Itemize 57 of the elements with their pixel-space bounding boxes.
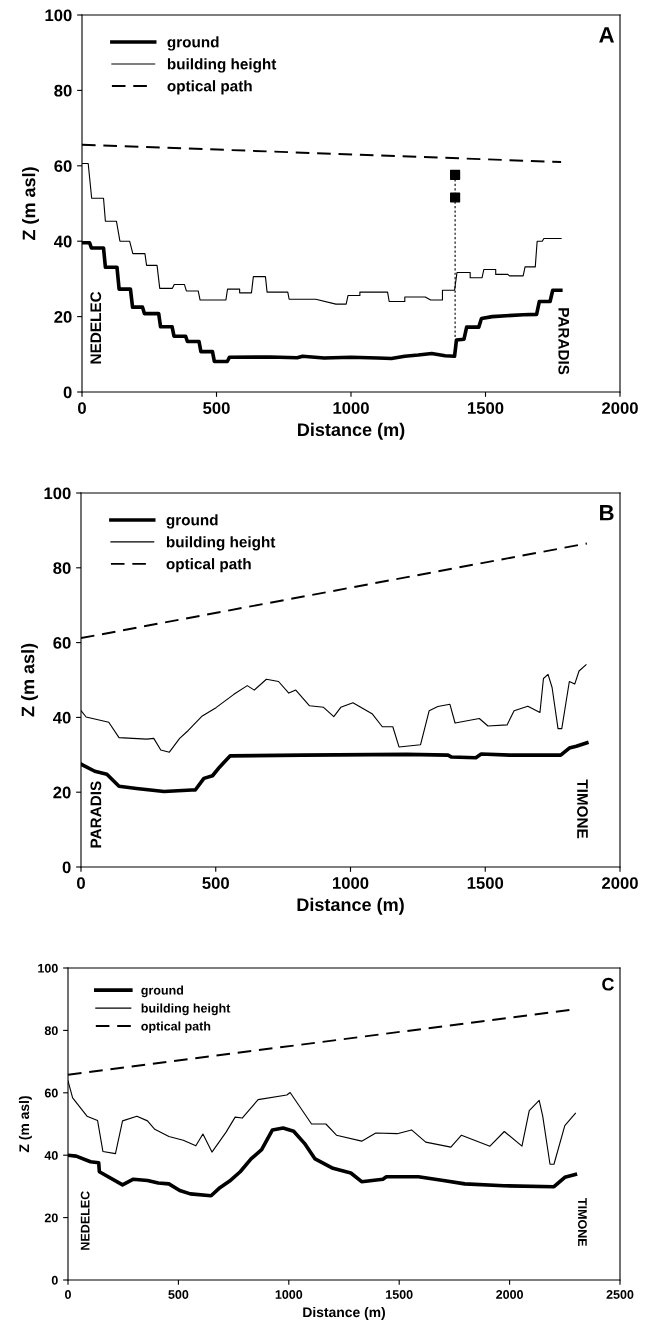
chart-title: C bbox=[602, 977, 614, 991]
y-tick-label: 40 bbox=[52, 711, 71, 724]
y-tick-label: 100 bbox=[44, 487, 71, 500]
y-tick-label: 100 bbox=[38, 963, 58, 973]
legend-label: optical path bbox=[167, 80, 252, 95]
x-tick-label: 1000 bbox=[333, 877, 369, 889]
x-tick-label: 500 bbox=[203, 402, 230, 414]
x-tick-label: 1500 bbox=[386, 1290, 413, 1299]
x-axis-title: Distance (m) bbox=[298, 422, 405, 440]
y-tick-label: 40 bbox=[53, 235, 72, 248]
x-axis-title: Distance (m) bbox=[303, 1306, 385, 1320]
y-tick-label: 100 bbox=[45, 9, 72, 22]
x-tick-label: 0 bbox=[77, 877, 85, 889]
y-axis-title: Z (m asl) bbox=[18, 1096, 32, 1153]
chart-title: B bbox=[600, 505, 614, 521]
x-axis-title: Distance (m) bbox=[297, 897, 404, 915]
x-tick-label: 500 bbox=[202, 877, 229, 889]
x-tick-label: 1500 bbox=[467, 877, 504, 889]
x-tick-label: 2000 bbox=[602, 402, 638, 414]
y-tick-label: 60 bbox=[54, 160, 72, 172]
y-tick-label: 60 bbox=[53, 637, 71, 649]
x-tick-label: 1000 bbox=[333, 402, 369, 414]
y-tick-label: 40 bbox=[44, 1151, 58, 1160]
legend-label: building height bbox=[166, 536, 276, 551]
legend-label: building height bbox=[141, 1003, 231, 1016]
y-tick-label: 20 bbox=[44, 1213, 58, 1223]
legend-label: building height bbox=[167, 58, 277, 73]
x-tick-label: 500 bbox=[168, 1290, 189, 1299]
annotation: TIMONE bbox=[577, 779, 588, 839]
x-tick-label: 2000 bbox=[496, 1290, 523, 1299]
annotation: PARADIS bbox=[90, 781, 102, 848]
y-tick-label: 80 bbox=[53, 562, 71, 574]
annotation: TIMONE bbox=[578, 1198, 587, 1247]
x-tick-label: 2500 bbox=[606, 1290, 634, 1299]
annotation: PARADIS bbox=[558, 308, 570, 375]
legend-label: ground bbox=[166, 514, 218, 529]
y-tick-label: 80 bbox=[44, 1026, 58, 1036]
annotation: NEDELEC bbox=[90, 291, 102, 364]
x-tick-label: 1500 bbox=[468, 402, 504, 414]
y-tick-label: 0 bbox=[51, 1275, 58, 1285]
legend-label: ground bbox=[141, 985, 184, 998]
x-tick-label: 1000 bbox=[275, 1290, 303, 1299]
legend-label: ground bbox=[167, 36, 219, 51]
annotation: NEDELEC bbox=[80, 1191, 90, 1250]
y-tick-label: 20 bbox=[53, 786, 71, 799]
y-tick-label: 20 bbox=[54, 311, 72, 323]
y-tick-label: 80 bbox=[54, 84, 72, 97]
chart-title: A bbox=[599, 27, 615, 43]
legend-label: optical path bbox=[166, 558, 251, 573]
x-tick-label: 0 bbox=[78, 402, 86, 414]
y-tick-label: 60 bbox=[44, 1088, 58, 1098]
x-tick-label: 2000 bbox=[602, 877, 638, 889]
y-axis-title: Z (m asl) bbox=[21, 643, 38, 717]
y-tick-label: 0 bbox=[63, 386, 72, 399]
legend-label: optical path bbox=[141, 1021, 211, 1034]
y-axis-title: Z (m asl) bbox=[22, 167, 39, 241]
y-tick-label: 0 bbox=[62, 861, 71, 874]
